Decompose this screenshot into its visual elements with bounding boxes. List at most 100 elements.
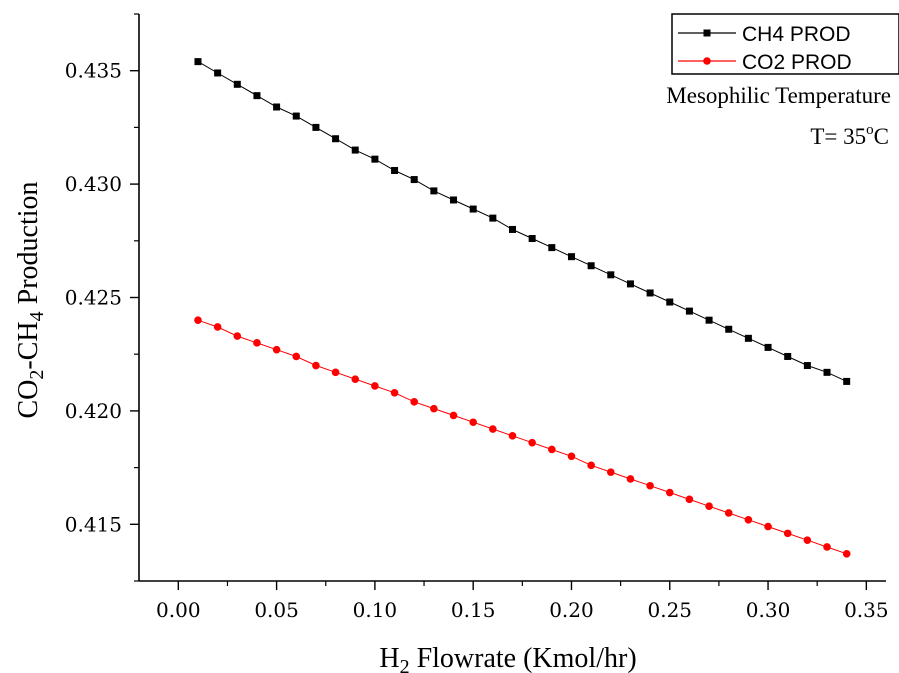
data-point-co2-prod [469,418,477,427]
y-ticks: 0.415 0.420 0.425 0.430 0.435 [65,13,139,582]
data-point-ch4-prod [705,316,713,324]
data-point-co2-prod [292,352,301,361]
x-tick-label: 0.10 [353,598,398,622]
data-point-co2-prod [803,536,812,544]
y-tick-label: 0.430 [65,172,122,196]
y-axis-title-p1: CO [13,380,44,419]
legend-marker-ch4-prod [703,29,711,37]
x-tick-label: 0.05 [254,598,299,622]
data-point-co2-prod [606,468,615,476]
data-point-ch4-prod [450,196,458,204]
data-point-co2-prod [548,445,556,454]
data-point-co2-prod [842,549,851,558]
x-axis-title-main: H [379,643,399,673]
data-point-ch4-prod [803,362,811,370]
data-point-ch4-prod [607,271,615,279]
data-point-ch4-prod [312,123,320,131]
data-point-co2-prod [449,411,458,420]
annotation-degree-sup: o [866,122,874,138]
data-point-ch4-prod [843,377,851,385]
data-point-co2-prod [724,509,733,517]
data-point-co2-prod [744,515,753,524]
data-point-ch4-prod [725,325,733,333]
data-point-ch4-prod [685,307,693,315]
x-tick-label: 0.15 [451,598,496,622]
y-tick-label: 0.435 [65,59,122,83]
data-point-ch4-prod [567,253,575,261]
data-point-co2-prod [508,432,517,440]
x-axis-title: H2 Flowrate (Kmol/hr) [379,643,636,673]
annotation-temp-prefix: T= 35 [810,124,866,149]
legend-marker-co2-prod [703,57,711,65]
y-tick-label: 0.425 [65,286,122,310]
data-point-co2-prod [194,316,202,324]
data-point-ch4-prod [253,92,261,100]
data-point-co2-prod [213,323,222,331]
x-axis-title-rest: Flowrate (Kmol/hr) [410,643,637,673]
data-point-ch4-prod [194,58,202,66]
x-tick-label: 0.20 [549,598,594,622]
data-point-co2-prod [410,398,419,406]
legend: CH4 PROD CO2 PROD [671,13,899,75]
data-point-co2-prod [331,368,340,377]
annotation-temp-suffix: C [874,124,889,149]
y-axis-title-p2: -CH [13,321,44,369]
data-point-co2-prod [528,438,536,447]
y-axis-title-s1: 2 [26,370,48,380]
data-point-co2-prod [783,529,792,538]
y-tick-label: 0.415 [65,512,122,536]
data-point-co2-prod [390,388,399,397]
data-point-co2-prod [665,488,674,497]
data-point-ch4-prod [509,225,516,233]
legend-label-co2-prod: CO2 PROD [742,51,852,74]
data-point-ch4-prod [646,289,654,297]
data-point-ch4-prod [587,262,595,270]
series-line-ch4-prod [197,61,847,382]
data-point-co2-prod [823,543,831,551]
data-point-co2-prod [567,452,576,461]
data-point-co2-prod [626,475,635,483]
data-point-co2-prod [705,502,713,510]
annotation-temperature-label: Mesophilic Temperature [666,83,891,108]
y-axis-title: CO2-CH4 Production [13,181,48,418]
data-point-ch4-prod [469,205,477,213]
legend-box [671,13,899,75]
data-point-co2-prod [351,375,360,383]
data-point-ch4-prod [233,80,241,88]
data-point-ch4-prod [430,187,438,195]
x-tick-label: 0.00 [156,598,201,622]
x-ticks: 0.00 0.05 0.10 0.15 0.20 0.25 0.30 0.35 [156,581,889,622]
data-point-ch4-prod [351,146,359,154]
data-point-co2-prod [489,425,497,433]
data-point-ch4-prod [666,298,674,306]
data-point-co2-prod [371,382,379,390]
data-point-co2-prod [233,332,242,340]
annotation-temperature-value: T= 35oC [810,122,889,149]
x-tick-label: 0.30 [746,598,791,622]
data-point-ch4-prod [489,214,497,222]
data-point-co2-prod [646,481,654,490]
y-tick-label: 0.420 [65,399,122,423]
series-layer [194,58,851,558]
data-point-ch4-prod [332,135,340,143]
data-point-ch4-prod [273,103,281,111]
data-point-ch4-prod [548,244,556,252]
data-point-co2-prod [253,339,261,347]
data-point-ch4-prod [292,112,300,120]
data-point-ch4-prod [214,69,222,77]
legend-label-ch4-prod: CH4 PROD [742,23,851,46]
x-axis-title-sub: 2 [400,656,410,673]
data-point-co2-prod [587,461,595,470]
data-point-ch4-prod [744,334,752,342]
data-point-ch4-prod [410,176,418,184]
data-point-ch4-prod [764,343,772,351]
y-axis-title-p3: Production [13,181,44,311]
data-point-ch4-prod [784,352,792,360]
series-line-co2-prod [197,319,847,555]
legend-items: CH4 PROD CO2 PROD [678,23,852,74]
data-point-ch4-prod [371,155,379,163]
x-tick-label: 0.35 [844,598,889,622]
data-point-co2-prod [272,345,281,354]
x-tick-label: 0.25 [647,598,692,622]
data-point-ch4-prod [391,166,399,174]
